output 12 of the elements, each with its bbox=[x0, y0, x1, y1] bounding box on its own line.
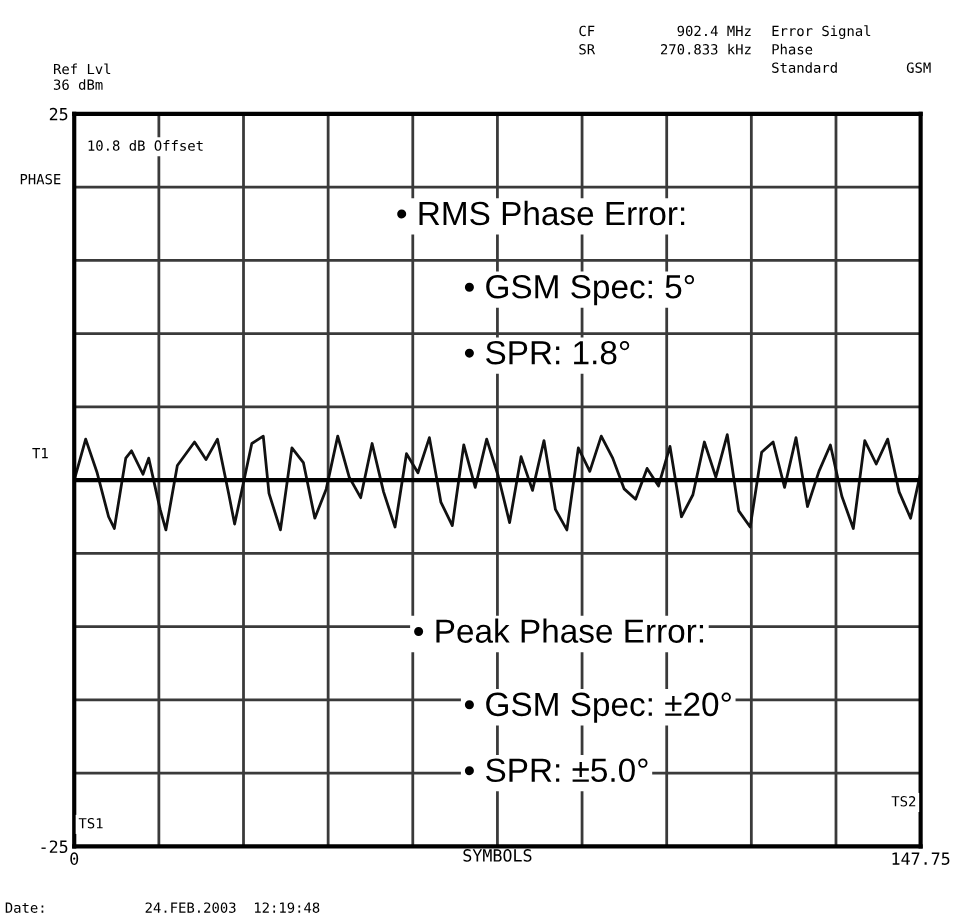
annotation: • SPR: 1.8° bbox=[464, 340, 630, 365]
line-series bbox=[74, 433, 921, 532]
x-tick-label: 0 bbox=[70, 852, 79, 865]
y-tick-label: 25 bbox=[49, 107, 68, 121]
annotation: • Peak Phase Error: bbox=[414, 618, 704, 643]
annotation: • GSM Spec: ±20° bbox=[464, 692, 731, 723]
x-tick-label: 147.75 bbox=[892, 852, 950, 865]
annotation: • GSM Spec: 5° bbox=[464, 274, 695, 306]
annotation: • RMS Phase Error: bbox=[397, 200, 685, 226]
annotation: • SPR: ±5.0° bbox=[464, 758, 648, 783]
y-tick-label: -25 bbox=[41, 840, 68, 854]
x-axis-title: SYMBOLS bbox=[463, 849, 532, 862]
